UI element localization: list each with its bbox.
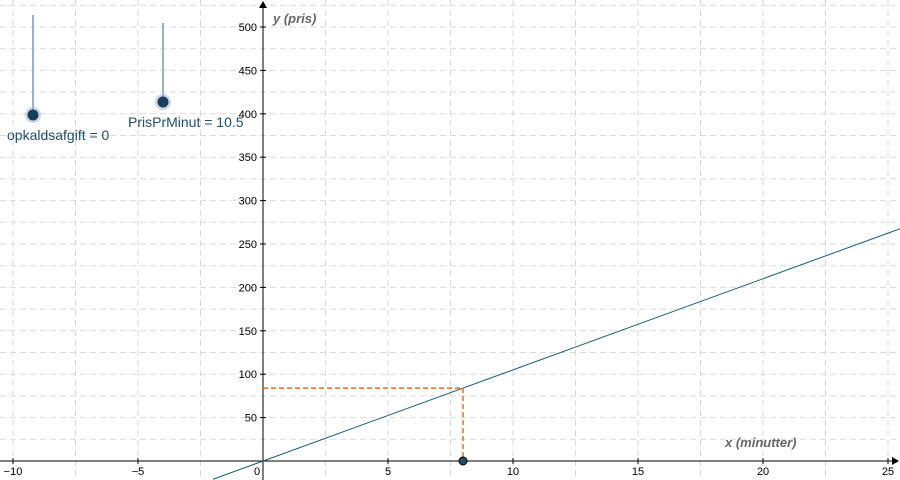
x-tick-label: 10 [507,466,519,478]
x-tick-label: 5 [385,466,391,478]
slider-knob[interactable] [157,96,169,108]
x-tick-label: 15 [632,466,644,478]
y-axis-arrow [259,1,267,8]
x-point[interactable] [458,456,468,466]
y-tick-label: 400 [239,109,257,121]
y-tick-label: 500 [239,22,257,34]
y-axis-title: y (pris) [272,11,316,26]
slider-opkaldsafgift[interactable]: opkaldsafgift = 0 [7,15,110,143]
slider-knob[interactable] [27,109,39,121]
y-tick-label: 100 [239,369,257,381]
x-tick-label: 0 [254,466,260,478]
x-tick-label: −10 [4,466,23,478]
y-tick-label: 250 [239,239,257,251]
x-tick-label: 20 [757,466,769,478]
y-tick-label: 450 [239,65,257,77]
y-tick-label: 350 [239,152,257,164]
slider-label-opkaldsafgift: opkaldsafgift = 0 [7,127,110,143]
y-tick-label: 200 [239,282,257,294]
tick-labels: −20−15−10−505101520253035404550501001502… [4,22,894,478]
x-tick-label: 25 [882,466,894,478]
y-tick-label: 150 [239,326,257,338]
function-line[interactable] [212,0,900,480]
slider-label-prisprminut: PrisPrMinut = 10.5 [128,114,244,130]
x-axis-arrow [892,457,899,465]
guide-dashed-line [263,387,464,461]
x-tick-label: −5 [132,466,145,478]
y-tick-label: 50 [245,413,257,425]
x-axis-title: x (minutter) [724,435,797,450]
y-tick-label: 300 [239,196,257,208]
slider-prisprminut[interactable]: PrisPrMinut = 10.5 [128,23,244,130]
